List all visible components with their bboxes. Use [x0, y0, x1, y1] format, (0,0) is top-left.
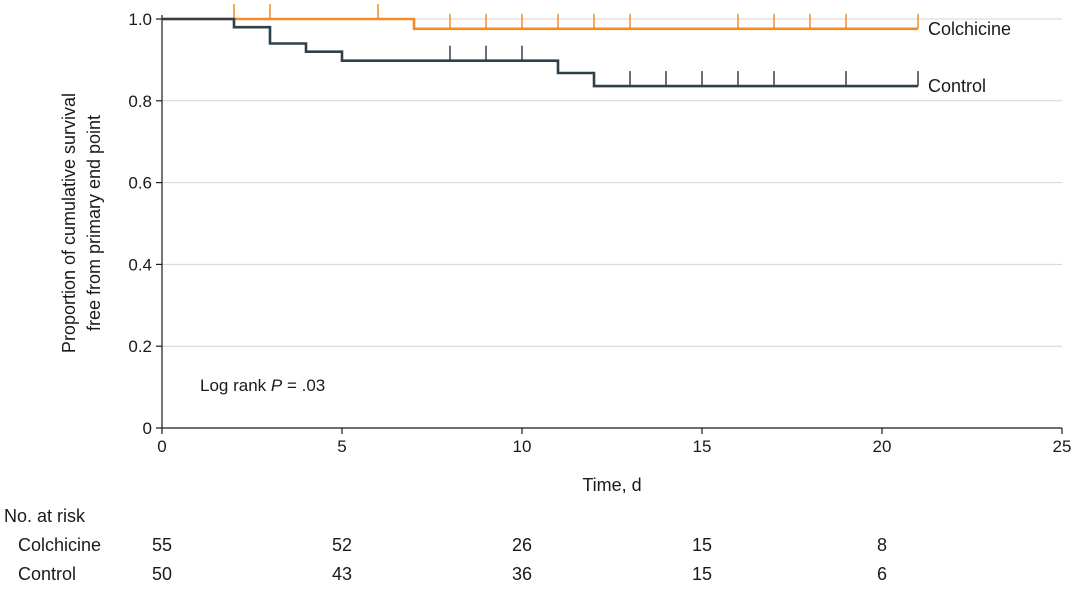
risk-value: 50: [151, 564, 173, 584]
series-label-control: Control: [928, 76, 986, 96]
risk-table-title: No. at risk: [4, 506, 86, 526]
y-tick-label: 0: [143, 419, 152, 438]
risk-value: 55: [151, 535, 173, 555]
series-label-colchicine: Colchicine: [928, 19, 1011, 39]
axes: 0 0.2 0.4 0.6 0.8 1.0 0 5 10 15 20 25: [128, 10, 1071, 456]
risk-value: 6: [876, 564, 887, 584]
x-axis-title: Time, d: [582, 475, 641, 495]
x-tick-label: 0: [157, 437, 166, 456]
risk-value: 15: [691, 535, 713, 555]
risk-value: 52: [331, 535, 353, 555]
y-tick-label: 0.4: [128, 255, 152, 274]
y-axis-title-line-1: Proportion of cumulative survival: [59, 93, 79, 353]
risk-value: 8: [876, 535, 887, 555]
risk-row-label: Colchicine: [18, 535, 102, 555]
risk-row-label: Control: [18, 564, 77, 584]
risk-value: 26: [511, 535, 533, 555]
survival-curves: Colchicine Control: [162, 4, 1011, 96]
x-tick-label: 15: [693, 437, 712, 456]
x-tick-label: 10: [513, 437, 532, 456]
gridlines: [162, 18, 1062, 347]
series-line-control: [162, 17, 918, 88]
km-chart: 0 0.2 0.4 0.6 0.8 1.0 0 5 10 15 20 25 Colchicine Con…: [59, 4, 1071, 495]
y-tick-label: 1.0: [128, 10, 152, 29]
y-axis-title-line-2: free from primary end point: [84, 115, 104, 331]
y-tick-label: 0.8: [128, 92, 152, 111]
y-tick-label: 0.2: [128, 337, 152, 356]
x-tick-label: 20: [873, 437, 892, 456]
log-rank-annotation: Log rank P = .03: [200, 376, 325, 395]
risk-value: 15: [691, 564, 713, 584]
risk-value: 36: [511, 564, 533, 584]
series-line-colchicine: [162, 17, 918, 31]
y-tick-label: 0.6: [128, 174, 152, 193]
x-tick-label: 25: [1053, 437, 1072, 456]
risk-value: 43: [331, 564, 353, 584]
x-tick-label: 5: [337, 437, 346, 456]
axis-labels: Time, d Proportion of cumulative surviva…: [59, 93, 642, 495]
